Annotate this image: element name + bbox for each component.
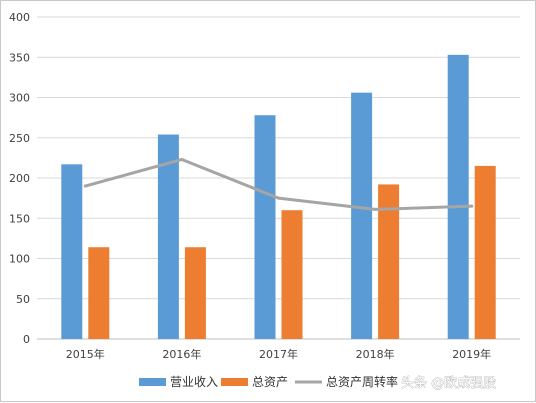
line-point	[373, 207, 377, 211]
y-tick-label: 400	[9, 11, 30, 24]
legend-label: 总资产周转率	[326, 374, 398, 389]
legend-swatch-revenue	[139, 378, 166, 386]
line-asset-turnover	[83, 157, 474, 211]
line-point	[277, 196, 280, 200]
x-tick-label: 2018年	[356, 347, 395, 361]
line-point	[83, 184, 87, 188]
bar-revenue	[447, 54, 469, 340]
y-axis-ticks: 0 50 100 150 200 250 300 350 400	[9, 11, 30, 346]
y-tick-label: 300	[9, 92, 30, 105]
bar-revenue	[61, 164, 83, 339]
legend-label: 营业收入	[170, 375, 218, 389]
y-tick-label: 200	[9, 172, 30, 185]
bar-total-assets	[378, 184, 400, 339]
bar-total-assets	[88, 247, 110, 339]
bar-total-assets	[184, 247, 206, 339]
legend-swatch-total-assets	[221, 378, 248, 386]
x-tick-label: 2017年	[259, 347, 298, 361]
y-tick-label: 250	[9, 132, 30, 145]
watermark-text: 头条 @欧成强股	[401, 375, 496, 391]
bar-total-assets	[281, 210, 303, 339]
y-tick-label: 350	[9, 51, 30, 64]
y-tick-label: 50	[16, 293, 30, 306]
bars	[61, 54, 496, 340]
y-tick-label: 150	[9, 212, 30, 225]
x-tick-label: 2016年	[162, 347, 201, 361]
bar-total-assets	[474, 165, 496, 339]
x-tick-label: 2019年	[452, 347, 491, 361]
x-axis-ticks: 2015年 2016年 2017年 2018年 2019年	[66, 347, 491, 361]
bar-revenue	[254, 115, 276, 340]
legend: 营业收入 总资产 总资产周转率	[139, 374, 398, 389]
y-tick-label: 0	[23, 333, 30, 346]
line-point	[180, 157, 184, 161]
bar-revenue	[351, 92, 373, 339]
x-tick-label: 2015年	[66, 347, 105, 361]
y-tick-label: 100	[9, 253, 30, 266]
line-point	[470, 204, 474, 208]
line-series	[83, 157, 474, 211]
bar-revenue	[157, 134, 179, 339]
legend-label: 总资产	[252, 375, 288, 389]
